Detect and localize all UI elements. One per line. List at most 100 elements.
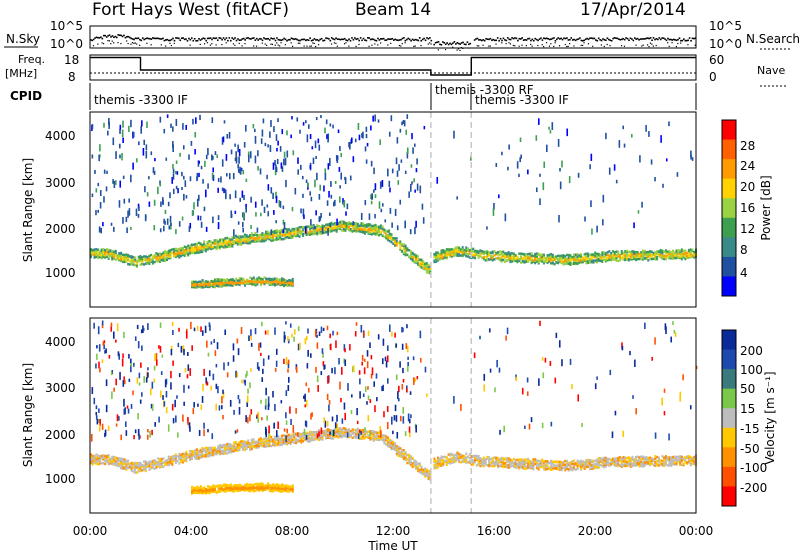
scatter-cell [143,255,146,258]
scatter-cell [392,242,395,245]
scatter-cell [424,473,427,476]
scatter-cell [132,462,135,465]
noise-point [430,39,433,42]
scatter-cell [120,251,123,255]
scatter-cell [300,440,303,443]
noise-point [691,37,694,40]
scatter-cell [328,428,331,432]
scatter-cell [458,452,461,456]
scatter-cell [194,455,197,459]
scatter-cell [197,453,200,457]
noise-point [550,43,552,45]
scatter-cell [318,224,321,228]
scatter-cell [273,437,276,440]
noise-point [284,38,287,41]
noise-point [232,38,235,41]
scatter-cell [279,484,282,487]
scatter-cell [289,437,292,440]
noise-point [268,39,271,41]
scatter-cell [293,234,296,238]
scatter-cell [259,281,262,284]
sporadic-echo [179,152,181,157]
sporadic-echo [97,182,100,187]
sporadic-echo [408,191,410,198]
scatter-cell [440,459,443,462]
sporadic-echo [335,155,338,160]
scatter-cell [369,438,372,441]
scatter-cell [675,254,678,257]
sporadic-echo [349,175,352,181]
scatter-cell [244,284,247,287]
scatter-cell [371,230,374,233]
scatter-cell [631,250,634,253]
scatter-cell [677,252,680,255]
scatter-cell [275,229,278,232]
scatter-cell [416,468,419,471]
scatter-cell [132,470,135,473]
scatter-cell [528,256,531,260]
scatter-cell [215,239,218,242]
noise-point [222,37,225,39]
scatter-cell [116,462,119,465]
scatter-cell [686,251,689,255]
nave-tick-top: 60 [709,53,724,67]
noise-point [664,38,666,40]
sporadic-echo [414,226,416,235]
scatter-cell [187,246,190,250]
noise-point [120,42,122,45]
scatter-cell [199,485,202,488]
scatter-cell [226,240,229,244]
scatter-cell [355,224,358,227]
sporadic-echo [163,218,165,224]
sporadic-echo [159,180,161,186]
scatter-cell [208,281,211,284]
scatter-cell [249,279,252,283]
sporadic-echo [193,202,195,210]
scatter-cell [537,257,540,261]
scatter-cell [444,250,447,253]
scatter-cell [265,278,268,282]
scatter-cell [252,236,255,240]
noise-point [290,37,293,40]
scatter-cell [505,252,508,255]
scatter-cell [256,235,259,238]
scatter-cell [240,243,243,246]
scatter-cell [378,434,381,438]
scatter-cell [125,259,128,262]
scatter-cell [155,259,158,263]
scatter-cell [127,256,130,259]
scatter-cell [250,239,253,243]
noise-point [502,37,505,40]
scatter-cell [371,430,374,433]
scatter-cell [578,254,581,257]
sporadic-echo [364,199,367,206]
scatter-cell [504,260,507,263]
scatter-cell [498,258,501,262]
noise-point [201,38,203,40]
sporadic-echo [112,137,115,146]
scatter-cell [404,252,407,255]
sporadic-echo [91,193,94,198]
scatter-cell [151,257,154,261]
noise-point [359,37,362,39]
scatter-cell [459,249,462,253]
sporadic-echo [415,168,418,173]
scatter-cell [221,281,224,285]
scatter-cell [385,236,388,240]
scatter-cell [242,440,245,443]
scatter-cell [351,436,354,440]
noise-point [323,39,326,42]
scatter-cell [224,239,227,243]
sporadic-echo [253,128,256,133]
scatter-cell [363,224,366,227]
scatter-cell [266,437,269,441]
scatter-cell [226,241,229,245]
noise-point [292,37,294,40]
scatter-cell [254,489,257,492]
scatter-cell [210,240,213,244]
scatter-cell [542,255,545,259]
scatter-cell [442,455,445,459]
scatter-cell [606,253,609,257]
scatter-cell [511,257,514,261]
noise-point [580,44,582,46]
